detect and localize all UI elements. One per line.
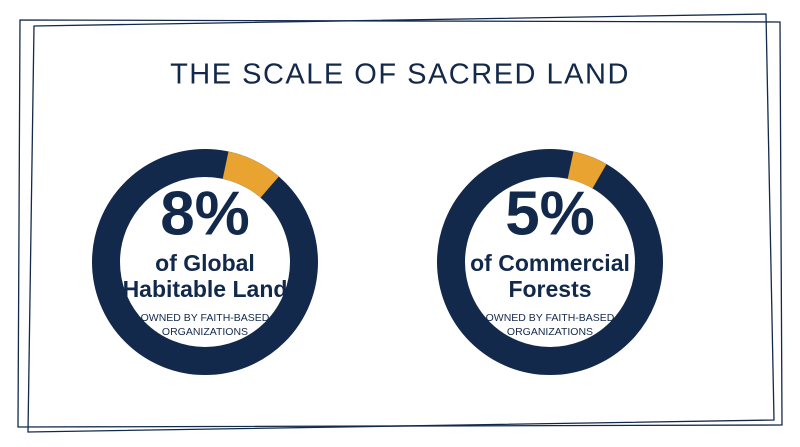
frame <box>27 13 775 433</box>
frame <box>17 19 783 428</box>
donut-note: ORGANIZATIONS <box>507 326 593 338</box>
donut-note: OWNED BY FAITH-BASED <box>141 312 270 324</box>
donut-note: OWNED BY FAITH-BASED <box>486 312 615 324</box>
donut-label: Forests <box>508 276 591 302</box>
donut-label: Habitable Land <box>123 276 288 302</box>
donut-label: of Commercial <box>470 250 630 276</box>
value-label: 8% <box>160 179 250 248</box>
donut-note: ORGANIZATIONS <box>162 326 248 338</box>
donut-label: of Global <box>155 250 255 276</box>
donut-segment <box>222 151 279 198</box>
title: THE SCALE OF SACRED LAND <box>170 59 630 91</box>
donut-track <box>92 149 318 375</box>
value-label: 5% <box>505 179 595 248</box>
donut-segment <box>567 151 607 189</box>
donut-track <box>437 149 663 375</box>
